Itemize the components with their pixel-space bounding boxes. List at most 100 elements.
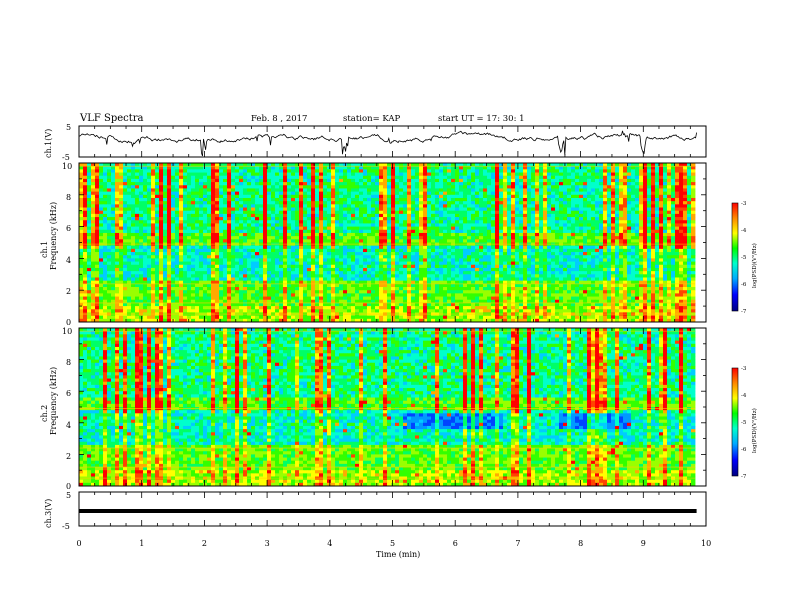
spectrogram-cell: [679, 195, 683, 199]
spectrogram-cell: [515, 169, 519, 173]
spectrogram-cell: [575, 173, 579, 177]
spectrogram-cell: [239, 192, 243, 196]
spectrogram-cell: [195, 182, 199, 186]
spectrogram-cell: [95, 188, 99, 192]
spectrogram-cell: [415, 179, 419, 183]
spectrogram-cell: [631, 192, 635, 196]
spectrogram-cell: [467, 195, 471, 199]
spectrogram-cell: [87, 188, 91, 192]
spectrogram-cell: [551, 208, 555, 212]
spectrogram-cell: [691, 173, 695, 177]
spectrogram-cell: [435, 169, 439, 173]
spectrogram-cell: [255, 188, 259, 192]
spectrogram-cell: [487, 176, 491, 180]
spectrogram-cell: [343, 179, 347, 183]
spectrogram-cell: [255, 179, 259, 183]
spectrogram-cell: [147, 201, 151, 205]
spectrogram-cell: [291, 192, 295, 196]
spectrogram-cell: [303, 173, 307, 177]
spectrogram-cell: [327, 179, 331, 183]
spectrogram-cell: [387, 182, 391, 186]
spectrogram-cell: [595, 211, 599, 215]
spectrogram-cell: [179, 188, 183, 192]
spectrogram-cell: [555, 169, 559, 173]
spectrogram-cell: [599, 185, 603, 189]
spectrogram-cell: [339, 188, 343, 192]
spectrogram-cell: [247, 188, 251, 192]
spectrogram-cell: [619, 195, 623, 199]
spectrogram-cell: [411, 204, 415, 208]
spectrogram-cell: [163, 201, 167, 205]
spectrogram-cell: [195, 195, 199, 199]
spectrogram-cell: [175, 198, 179, 202]
spectrogram-cell: [491, 176, 495, 180]
spectrogram-cell: [231, 188, 235, 192]
spectrogram-cell: [111, 195, 115, 199]
ch1-ytick-top: 5: [66, 123, 71, 132]
spectrogram-cell: [167, 208, 171, 212]
spectrogram-cell: [111, 211, 115, 215]
spectrogram-cell: [231, 166, 235, 170]
spectrogram-cell: [363, 166, 367, 170]
spectrogram-cell: [151, 204, 155, 208]
spectrogram-cell: [515, 176, 519, 180]
spectrogram-cell: [155, 192, 159, 196]
spectrogram-cell: [667, 208, 671, 212]
spectrogram-cell: [579, 179, 583, 183]
spectrogram-cell: [395, 173, 399, 177]
spectrogram-cell: [347, 169, 351, 173]
spectrogram-cell: [587, 192, 591, 196]
spectrogram-cell: [343, 208, 347, 212]
spectrogram-cell: [371, 185, 375, 189]
spectrogram-cell: [111, 182, 115, 186]
spectrogram-cell: [119, 204, 123, 208]
spectrogram-cell: [579, 173, 583, 177]
spectrogram-cell: [247, 179, 251, 183]
spectrogram-cell: [319, 192, 323, 196]
spectrogram-cell: [347, 173, 351, 177]
spectrogram-cell: [239, 166, 243, 170]
spectrogram-cell: [575, 179, 579, 183]
spectrogram-cell: [559, 188, 563, 192]
spectrogram-cell: [479, 173, 483, 177]
spectrogram-cell: [311, 179, 315, 183]
spectrogram-cell: [419, 173, 423, 177]
spectrogram-cell: [103, 188, 107, 192]
spectrogram-cell: [359, 198, 363, 202]
spectrogram-cell: [511, 192, 515, 196]
spectrogram-cell: [379, 176, 383, 180]
spectrogram-cell: [395, 195, 399, 199]
spectrogram-cell: [495, 169, 499, 173]
spectrogram-cell: [679, 204, 683, 208]
spectrogram-cell: [135, 173, 139, 177]
spectrogram-cell: [171, 176, 175, 180]
spectrogram-cell: [335, 208, 339, 212]
spectrogram-cell: [539, 176, 543, 180]
spectrogram-cell: [451, 176, 455, 180]
spectrogram-cell: [531, 179, 535, 183]
spectrogram-cell: [679, 198, 683, 202]
spectrogram-cell: [347, 192, 351, 196]
spectrogram-cell: [519, 204, 523, 208]
spectrogram-cell: [651, 176, 655, 180]
spectrogram-cell: [255, 176, 259, 180]
spectrogram-cell: [635, 179, 639, 183]
spectrogram-cell: [679, 169, 683, 173]
spectrogram-cell: [431, 192, 435, 196]
spectrogram-cell: [507, 192, 511, 196]
spectrogram-cell: [555, 198, 559, 202]
spectrogram-cell: [335, 201, 339, 205]
spectrogram-cell: [383, 169, 387, 173]
spectrogram-cell: [319, 176, 323, 180]
spectrogram-cell: [167, 176, 171, 180]
spectrogram-cell: [295, 195, 299, 199]
spectrogram-cell: [523, 173, 527, 177]
spectrogram-cell: [515, 188, 519, 192]
spectrogram-cell: [419, 195, 423, 199]
spectrogram-cell: [495, 179, 499, 183]
spectrogram-cell: [127, 204, 131, 208]
spectrogram-cell: [567, 176, 571, 180]
spectrogram-cell: [255, 173, 259, 177]
spectrogram-cell: [163, 192, 167, 196]
spectrogram-cell: [491, 166, 495, 170]
